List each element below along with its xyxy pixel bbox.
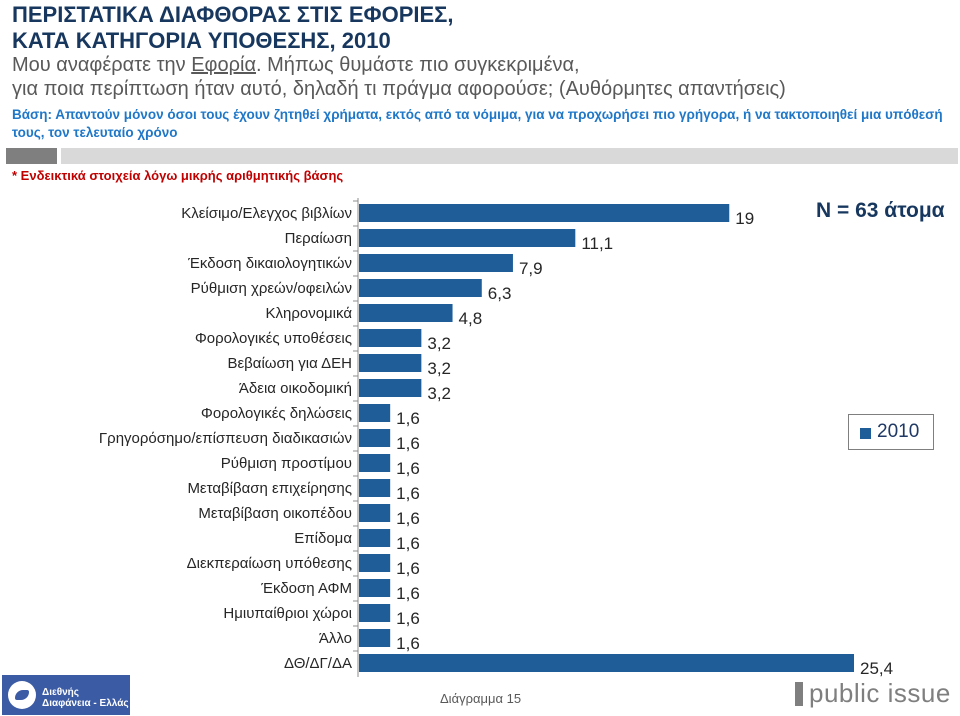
bar (359, 429, 391, 447)
data-label: 3,2 (427, 334, 451, 353)
bar (359, 254, 513, 272)
dove-icon (8, 681, 36, 709)
bar (359, 354, 422, 372)
category-label: Άδεια οικοδομική (239, 380, 352, 397)
category-label: Έκδοση ΑΦΜ (260, 580, 352, 597)
category-label: Έκδοση δικαιολογητικών (187, 255, 352, 272)
data-label: 1,6 (396, 534, 420, 553)
bar (359, 629, 391, 647)
question-line-2: για ποια περίπτωση ήταν αυτό, δηλαδή τι … (12, 78, 786, 100)
base-note: Βάση: Απαντούν μόνον όσοι τους έχουν ζητ… (12, 107, 943, 140)
bar (359, 329, 422, 347)
question-text-post: . Μήπως θυμάστε πιο συγκεκριμένα, (256, 54, 580, 76)
bar (359, 279, 482, 297)
bar (359, 404, 391, 422)
data-label: 1,6 (396, 609, 420, 628)
survey-question: Μου αναφέρατε την Εφορία. Μήπως θυμάστε … (12, 53, 786, 101)
data-label: 1,6 (396, 559, 420, 578)
category-label: Ρύθμιση χρεών/οφειλών (191, 280, 352, 297)
logo-bar-icon (795, 682, 803, 706)
sample-size-label: N = 63 άτομα (816, 199, 945, 222)
title-line-2: ΚΑΤΑ ΚΑΤΗΓΟΡΙΑ ΥΠΟΘΕΣΗΣ, 2010 (12, 28, 391, 53)
bar (359, 504, 391, 522)
public-issue-logo: public issue (795, 678, 951, 708)
bar (359, 304, 453, 322)
legend-swatch (860, 428, 871, 439)
data-label: 1,6 (396, 434, 420, 453)
divider-light (61, 148, 958, 164)
divider-bar (6, 148, 958, 164)
legend-label: 2010 (877, 421, 920, 442)
category-label: Κλείσιμο/Ελεγχος βιβλίων (181, 205, 352, 222)
bar (359, 604, 391, 622)
data-label: 19 (735, 209, 754, 228)
legend: 2010 (848, 414, 934, 450)
chart-title: ΠΕΡΙΣΤΑΤΙΚΑ ΔΙΑΦΘΟΡΑΣ ΣΤΙΣ ΕΦΟΡΙΕΣ, ΚΑΤΑ… (12, 2, 453, 54)
category-label: Μεταβίβαση οικοπέδου (198, 505, 352, 522)
data-label: 25,4 (860, 659, 893, 678)
data-label: 4,8 (459, 309, 483, 328)
bar (359, 204, 730, 222)
category-label: ΔΘ/ΔΓ/ΔΑ (284, 655, 352, 672)
diagram-caption: Διάγραμμα 15 (440, 691, 522, 706)
question-line-1: Μου αναφέρατε την Εφορία. Μήπως θυμάστε … (12, 53, 786, 77)
question-link: Εφορία (191, 54, 257, 76)
category-label: Ρύθμιση προστίμου (221, 455, 352, 472)
bar (359, 379, 422, 397)
bar (359, 579, 391, 597)
bar (359, 654, 854, 672)
public-issue-logo-text: public issue (809, 678, 951, 708)
category-label: Φορολογικές δηλώσεις (201, 405, 352, 422)
category-label: Φορολογικές υποθέσεις (195, 330, 352, 347)
category-label: Άλλο (319, 630, 352, 647)
category-label: Μεταβίβαση επιχείρησης (187, 480, 352, 497)
category-label: Βεβαίωση για ΔΕΗ (227, 355, 352, 372)
data-label: 1,6 (396, 409, 420, 428)
category-label: Περαίωση (285, 230, 352, 247)
bar (359, 554, 391, 572)
data-label: 1,6 (396, 584, 420, 603)
footnote: * Ενδεικτικά στοιχεία λόγω μικρής αριθμη… (12, 168, 344, 183)
bar (359, 479, 391, 497)
transparency-logo: Διεθνής Διαφάνεια - Ελλάς (2, 675, 130, 715)
data-label: 3,2 (427, 359, 451, 378)
data-label: 11,1 (581, 234, 613, 253)
category-label: Γρηγορόσημο/επίσπευση διαδικασιών (99, 430, 352, 447)
divider-dark (6, 148, 57, 164)
transparency-logo-text: Διεθνής Διαφάνεια - Ελλάς (42, 687, 129, 709)
category-label: Κληρονομικά (265, 305, 352, 322)
bar (359, 454, 391, 472)
bar (359, 529, 391, 547)
category-label: Διεκπεραίωση υπόθεσης (187, 555, 352, 572)
data-label: 1,6 (396, 484, 420, 503)
data-label: 3,2 (427, 384, 451, 403)
bar (359, 229, 576, 247)
data-label: 1,6 (396, 509, 420, 528)
data-label: 7,9 (519, 259, 543, 278)
title-line-1: ΠΕΡΙΣΤΑΤΙΚΑ ΔΙΑΦΘΟΡΑΣ ΣΤΙΣ ΕΦΟΡΙΕΣ, (12, 2, 454, 27)
category-label: Ημιυπαίθριοι χώροι (223, 605, 352, 622)
data-label: 6,3 (488, 284, 512, 303)
category-label: Επίδομα (294, 530, 352, 547)
question-text-pre: Μου αναφέρατε την (12, 54, 192, 76)
data-label: 1,6 (396, 634, 420, 653)
data-label: 1,6 (396, 459, 420, 478)
